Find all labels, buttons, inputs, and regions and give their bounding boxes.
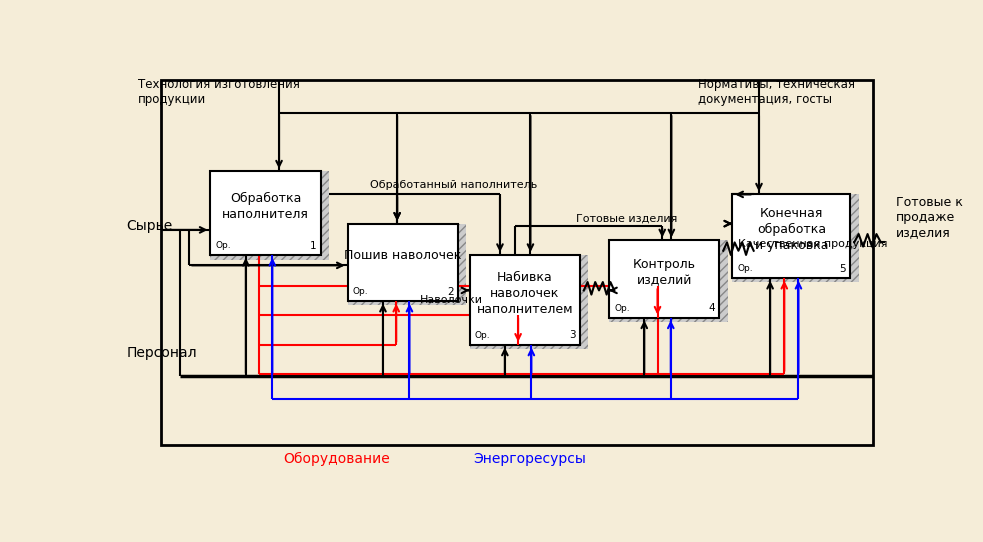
Text: 2: 2 (447, 287, 453, 296)
Text: Энергоресурсы: Энергоресурсы (474, 453, 586, 467)
Text: Сырье: Сырье (127, 219, 173, 233)
Bar (210, 255, 320, 260)
Text: Качественная продукция: Качественная продукция (738, 238, 888, 249)
Bar (580, 255, 589, 349)
Bar (470, 255, 580, 345)
Text: Ор.: Ор. (353, 287, 369, 296)
Bar (161, 80, 873, 445)
Text: Готовые изделия: Готовые изделия (576, 214, 677, 224)
Text: Наволочки: Наволочки (420, 295, 483, 305)
Text: Набивка
наволочек
наполнителем: Набивка наволочек наполнителем (477, 271, 573, 316)
Bar (210, 171, 320, 255)
Text: 4: 4 (708, 304, 715, 313)
Bar (720, 240, 727, 322)
Bar (348, 301, 458, 306)
Text: Ор.: Ор. (216, 241, 231, 250)
Text: Контроль
изделий: Контроль изделий (633, 258, 696, 287)
Text: Нормативы, техническая
документация, госты: Нормативы, техническая документация, гос… (698, 78, 855, 106)
Bar (608, 240, 720, 318)
Bar (348, 224, 458, 301)
Bar (321, 171, 329, 260)
Text: 1: 1 (310, 241, 317, 251)
Text: Ор.: Ор. (475, 331, 491, 340)
Bar (732, 195, 850, 278)
Text: 3: 3 (569, 331, 575, 340)
Text: Технология изготовления
продукции: Технология изготовления продукции (138, 78, 300, 106)
Bar (608, 318, 720, 322)
Bar (458, 224, 467, 306)
Bar (732, 278, 850, 282)
Text: Пошив наволочек: Пошив наволочек (344, 249, 462, 262)
Text: Оборудование: Оборудование (283, 453, 389, 467)
Bar (470, 345, 580, 349)
Text: Обработанный наполнитель: Обработанный наполнитель (371, 180, 538, 190)
Text: Готовые к
продаже
изделия: Готовые к продаже изделия (896, 196, 963, 239)
Text: Персонал: Персонал (127, 346, 198, 360)
Text: Ор.: Ор. (737, 264, 753, 273)
Text: Обработка
наполнителя: Обработка наполнителя (222, 192, 310, 222)
Bar (850, 195, 859, 282)
Text: Конечная
обработка
и упаковка: Конечная обработка и упаковка (755, 208, 828, 253)
Text: 5: 5 (839, 264, 845, 274)
Text: Ор.: Ор. (614, 304, 630, 313)
